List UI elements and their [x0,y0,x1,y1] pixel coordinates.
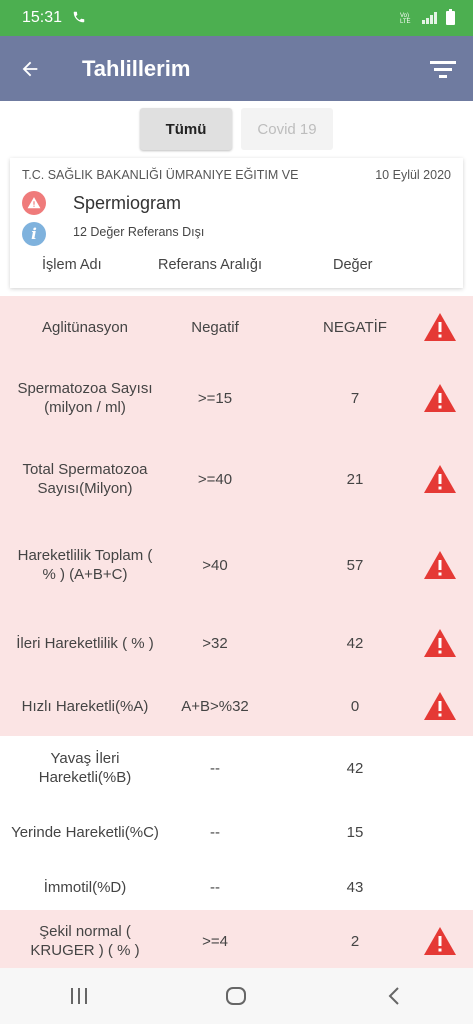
column-header-reference: Referans Aralığı [158,257,262,273]
result-row[interactable]: Total Spermatozoa Sayısı(Milyon) >=40 21 [0,438,473,520]
column-header-value: Değer [333,257,373,273]
out-of-range-count: 12 Değer Referans Dışı [73,225,205,239]
result-value: NEGATİF [323,318,387,336]
arrow-left-icon [22,61,38,76]
svg-text:Vo): Vo) [400,13,409,19]
warning-triangle-icon [418,438,462,520]
result-row[interactable]: İmmotil(%D) -- 43 [0,864,473,910]
result-row[interactable]: Hareketlilik Toplam ( % ) (A+B+C) >40 57 [0,520,473,610]
column-header-name: İşlem Adı [42,257,102,273]
result-row[interactable]: Hızlı Hareketli(%A) A+B>%32 0 [0,676,473,736]
result-reference: -- [210,878,220,896]
warning-icon [22,191,46,215]
status-time: 15:31 [22,9,63,26]
result-name: Total Spermatozoa Sayısı(Milyon) [22,461,148,497]
back-nav-button[interactable] [364,968,424,1024]
result-reference: >32 [202,634,228,652]
tab-all[interactable]: Tümü [140,108,232,150]
result-reference: -- [210,759,220,777]
page-title: Tahlillerim [82,55,191,81]
result-name: İmmotil(%D) [43,878,127,896]
battery-icon [446,9,455,25]
result-name: Aglitünasyon [42,318,128,336]
back-button[interactable] [0,36,60,101]
result-reference: >=15 [197,389,233,407]
chevron-left-icon [388,987,399,1005]
warning-triangle-icon [418,910,462,972]
result-reference: -- [210,823,220,841]
results-list: Aglitünasyon Negatif NEGATİF Spermatozoa Sa… [0,296,473,972]
result-reference: Negatif [191,318,239,336]
warning-triangle-icon [418,296,462,358]
phone-icon [72,10,86,27]
result-row[interactable]: Şekil normal ( KRUGER ) ( % ) >=4 2 [0,910,473,972]
warning-triangle-icon [418,610,462,676]
result-row[interactable]: İleri Hareketlilik ( % ) >32 42 [0,610,473,676]
volte-icon: Vo) LTE [400,11,414,26]
result-reference: >40 [202,556,228,574]
result-row[interactable]: Yavaş İleri Hareketli(%B) -- 42 [0,736,473,800]
signal-icon [422,12,438,24]
result-reference: >=40 [197,470,233,488]
home-button[interactable] [206,968,266,1024]
recent-apps-icon [70,988,87,1004]
warning-triangle-icon [418,358,462,438]
filter-tabs: Tümü Covid 19 [0,108,473,150]
info-icon: i [22,222,46,246]
tab-covid19[interactable]: Covid 19 [241,108,333,150]
result-value: 57 [346,556,364,574]
test-summary-card[interactable]: T.C. SAĞLIK BAKANLIĞI ÜMRANIYE EĞITIM VE… [10,158,463,288]
result-value: 0 [350,697,360,715]
svg-text:LTE: LTE [400,19,411,23]
filter-icon [430,60,456,78]
result-row[interactable]: Yerinde Hareketli(%C) -- 15 [0,800,473,864]
result-name: Şekil normal ( KRUGER ) ( % ) [30,923,140,959]
result-value: 21 [346,470,364,488]
result-row[interactable]: Aglitünasyon Negatif NEGATİF [0,296,473,358]
filter-button[interactable] [413,36,473,101]
app-bar: Tahlillerim [0,36,473,101]
status-bar: 15:31 Vo) LTE [0,0,473,36]
result-reference: A+B>%32 [181,697,249,715]
test-name: Spermiogram [73,193,182,213]
result-name: Yavaş İleri Hareketli(%B) [38,750,132,786]
result-name: İleri Hareketlilik ( % ) [16,634,154,652]
recent-apps-button[interactable] [49,968,109,1024]
hospital-name: T.C. SAĞLIK BAKANLIĞI ÜMRANIYE EĞITIM VE [22,168,299,182]
result-value: 43 [346,878,364,896]
result-name: Hızlı Hareketli(%A) [21,697,149,715]
home-icon [226,987,247,1005]
system-nav-bar [0,968,473,1024]
result-reference: >=4 [202,932,228,950]
result-value: 15 [346,823,364,841]
warning-triangle-icon [418,676,462,736]
warning-triangle-icon [418,520,462,610]
test-date: 10 Eylül 2020 [375,168,451,182]
result-row[interactable]: Spermatozoa Sayısı (milyon / ml) >=15 7 [0,358,473,438]
result-value: 42 [346,634,364,652]
result-value: 42 [346,759,364,777]
result-value: 2 [350,932,360,950]
result-name: Yerinde Hareketli(%C) [11,823,159,841]
result-name: Spermatozoa Sayısı (milyon / ml) [17,380,153,416]
result-name: Hareketlilik Toplam ( % ) (A+B+C) [17,547,153,583]
result-value: 7 [350,389,360,407]
